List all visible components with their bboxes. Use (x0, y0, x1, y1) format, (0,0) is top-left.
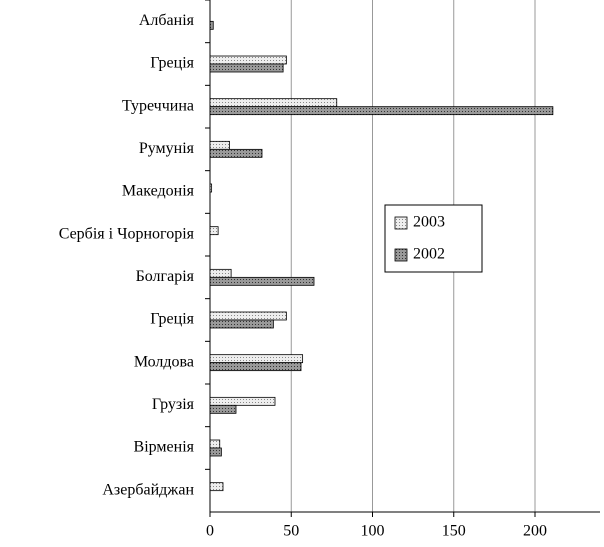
bar (209, 439, 221, 449)
y-tick-label: Молдова (134, 353, 194, 370)
y-tick-label: Албанія (139, 12, 195, 29)
bar (209, 55, 287, 65)
y-tick-label: Греція (150, 55, 194, 72)
x-tick-label: 200 (523, 523, 547, 540)
y-tick-label: Болгарія (136, 268, 195, 285)
bar (209, 404, 237, 414)
y-tick-label: Грузія (152, 396, 195, 413)
bar (209, 276, 315, 286)
legend-swatch (394, 216, 408, 230)
y-tick-label: Сербія і Чорногорія (59, 225, 195, 242)
bar (209, 183, 213, 193)
bar (209, 63, 284, 73)
bar (209, 140, 230, 150)
bar (209, 482, 224, 492)
x-tick-label: 100 (361, 523, 385, 540)
bar (209, 362, 302, 372)
bar (209, 319, 274, 329)
x-tick-label: 50 (283, 523, 299, 540)
legend-label: 2003 (413, 214, 445, 231)
bar (209, 106, 554, 116)
bar (209, 354, 304, 364)
bar (209, 98, 338, 108)
bar (209, 226, 219, 236)
y-tick-label: Греція (150, 311, 194, 328)
y-tick-label: Туреччина (122, 97, 194, 114)
bar (209, 268, 232, 278)
y-tick-label: Македонія (122, 183, 195, 200)
legend-swatch (394, 248, 408, 262)
bar (209, 148, 263, 158)
x-tick-label: 0 (206, 523, 214, 540)
bar (209, 396, 276, 406)
legend-label: 2002 (413, 246, 445, 263)
bar (209, 20, 214, 30)
y-tick-label: Вірменія (134, 439, 195, 456)
y-tick-label: Румунія (139, 140, 195, 157)
x-tick-label: 150 (442, 523, 466, 540)
bar (209, 447, 222, 457)
y-tick-label: Азербайджан (102, 481, 194, 498)
bar (209, 311, 287, 321)
